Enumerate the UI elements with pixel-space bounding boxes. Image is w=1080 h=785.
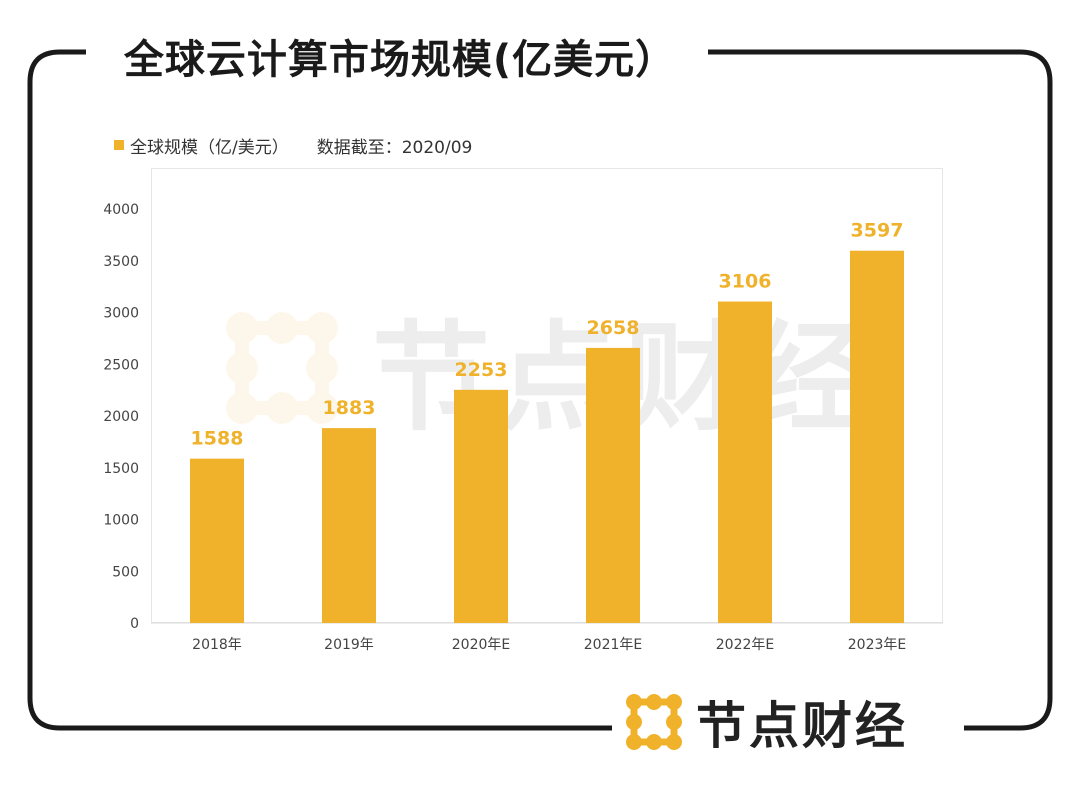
bar (718, 301, 772, 623)
page-title: 全球云计算市场规模(亿美元） (100, 30, 700, 90)
y-tick-label: 1000 (103, 513, 139, 529)
y-tick-label: 3000 (103, 306, 139, 322)
bar-chart: 0 500 1000 1500 2000 2500 3000 3500 4000 1588 2018… (103, 202, 943, 653)
data-label: 1588 (191, 428, 244, 450)
y-tick-label: 500 (112, 564, 139, 580)
data-label: 1883 (323, 397, 376, 419)
y-tick-label: 1500 (103, 461, 139, 477)
x-tick-label: 2021年E (584, 637, 642, 653)
bar (454, 389, 508, 623)
x-tick-label: 2023年E (848, 637, 906, 653)
data-label: 2253 (455, 359, 508, 381)
legend-swatch (114, 140, 124, 150)
data-label: 2658 (587, 317, 640, 339)
bar (322, 428, 376, 623)
bar (850, 250, 904, 623)
x-tick-label: 2022年E (716, 637, 774, 653)
legend: 全球规模（亿/美元） 数据截至：2020/09 (114, 133, 473, 158)
watermark-logo-icon (226, 311, 338, 424)
x-tick-label: 2018年 (192, 637, 242, 653)
x-tick-label: 2020年E (452, 637, 510, 653)
watermark: 节点财经 (222, 300, 942, 447)
y-tick-label: 2000 (103, 409, 139, 425)
y-tick-label: 0 (130, 616, 139, 632)
bar (586, 347, 640, 623)
y-tick-label: 3500 (103, 254, 139, 270)
brand-logo: 节点财经 (612, 686, 920, 758)
data-date-note: 数据截至：2020/09 (316, 137, 473, 158)
bar (190, 458, 244, 623)
y-tick-label: 4000 (103, 202, 139, 218)
data-label: 3106 (719, 271, 772, 293)
legend-series-label: 全球规模（亿/美元） (130, 137, 289, 158)
data-label: 3597 (851, 220, 904, 242)
y-tick-label: 2500 (103, 357, 139, 373)
dot-grid-logo-icon (626, 694, 682, 750)
x-tick-label: 2019年 (324, 637, 374, 653)
brand-name: 节点财经 (696, 697, 908, 755)
